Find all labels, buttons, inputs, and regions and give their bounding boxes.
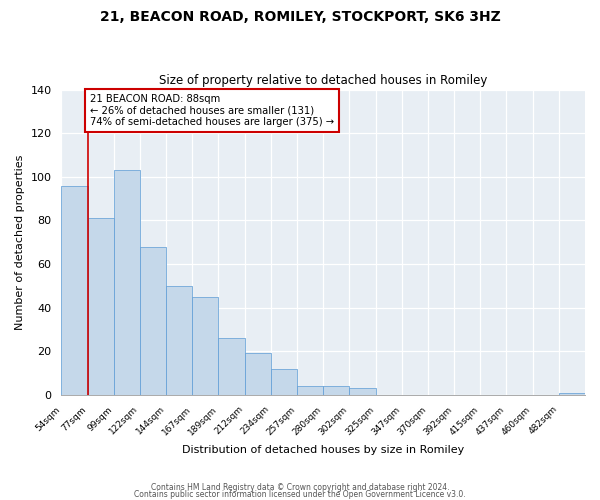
Bar	[218, 338, 245, 395]
Bar	[88, 218, 114, 395]
Bar	[166, 286, 193, 395]
Text: Contains public sector information licensed under the Open Government Licence v3: Contains public sector information licen…	[134, 490, 466, 499]
Bar	[114, 170, 140, 395]
Bar	[61, 186, 88, 395]
Title: Size of property relative to detached houses in Romiley: Size of property relative to detached ho…	[159, 74, 487, 87]
Bar	[193, 296, 218, 395]
Bar	[297, 386, 323, 395]
Text: 21 BEACON ROAD: 88sqm
← 26% of detached houses are smaller (131)
74% of semi-det: 21 BEACON ROAD: 88sqm ← 26% of detached …	[90, 94, 334, 127]
Bar	[245, 354, 271, 395]
Text: Contains HM Land Registry data © Crown copyright and database right 2024.: Contains HM Land Registry data © Crown c…	[151, 484, 449, 492]
Bar	[271, 368, 297, 395]
Text: 21, BEACON ROAD, ROMILEY, STOCKPORT, SK6 3HZ: 21, BEACON ROAD, ROMILEY, STOCKPORT, SK6…	[100, 10, 500, 24]
Y-axis label: Number of detached properties: Number of detached properties	[15, 154, 25, 330]
Bar	[559, 392, 585, 395]
X-axis label: Distribution of detached houses by size in Romiley: Distribution of detached houses by size …	[182, 445, 464, 455]
Bar	[140, 246, 166, 395]
Bar	[323, 386, 349, 395]
Bar	[349, 388, 376, 395]
